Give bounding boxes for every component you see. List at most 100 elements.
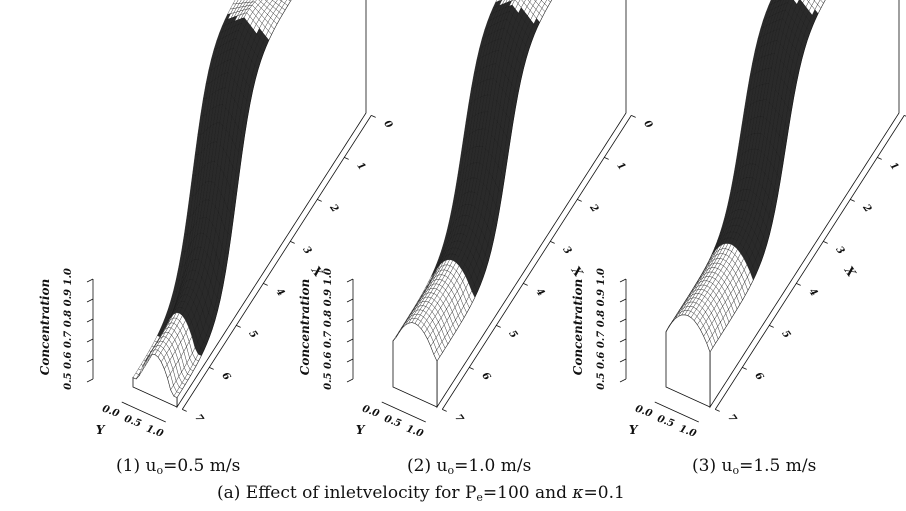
x-tick-mark [523, 283, 528, 286]
x-tick-label: 0 [381, 119, 394, 131]
z-tick-labels: 0.5 0.6 0.7 0.8 0.9 1.0 [596, 268, 607, 390]
z-tick-mark [619, 298, 627, 303]
x-tick-label: 7 [452, 413, 465, 425]
x-tick-label: 4 [273, 287, 286, 299]
y-tick-label: 0.0 [634, 404, 654, 420]
z-axis-label: Concentration [38, 279, 52, 375]
z-tick-labels: 0.5 0.6 0.7 0.8 0.9 1.0 [63, 268, 74, 390]
x-axis-line [181, 115, 372, 410]
x-tick-mark [182, 409, 187, 412]
x-tick-label: 5 [779, 329, 792, 341]
y-tick-label: 0.5 [383, 414, 403, 430]
x-tick-mark [371, 115, 376, 118]
z-tick-mark [619, 358, 627, 363]
x-tick-mark [904, 115, 906, 117]
z-tick-mark [86, 318, 94, 323]
x-tick-mark [236, 325, 241, 328]
x-tick-mark [604, 157, 609, 160]
subplot-caption-3: (3) uo=1.5 m/s [692, 456, 817, 477]
z-tick-mark [346, 338, 354, 343]
z-axis-label: Concentration [571, 279, 585, 375]
z-tick-mark [346, 358, 354, 363]
x-tick-mark [742, 367, 747, 370]
z-tick-mark [346, 378, 354, 383]
x-tick-mark [877, 157, 882, 160]
x-tick-label: 2 [327, 202, 341, 215]
x-tick-label: 3 [833, 245, 846, 257]
x-tick-label: 1 [354, 161, 367, 173]
x-tick-label: 0 [641, 119, 654, 131]
x-tick-mark [823, 241, 828, 244]
surface-mesh [392, 0, 552, 362]
x-tick-label: 6 [479, 371, 492, 383]
y-axis-line [654, 401, 699, 423]
x-tick-label: 4 [533, 287, 546, 299]
x-axis-label: X [841, 263, 859, 280]
x-tick-mark [263, 283, 268, 286]
x-tick-mark [631, 115, 636, 118]
x-tick-label: 6 [219, 371, 232, 383]
x-tick-label: 7 [725, 413, 738, 425]
x-tick-label: 2 [860, 202, 874, 215]
z-tick-mark [619, 318, 627, 323]
z-tick-mark [86, 338, 94, 343]
x-axis-line [714, 115, 905, 410]
y-tick-label: 1.0 [678, 424, 698, 440]
z-tick-mark [346, 298, 354, 303]
x-tick-label: 4 [806, 287, 819, 299]
y-axis-label: Y [629, 423, 639, 437]
x-tick-mark [577, 199, 582, 202]
z-axis-label: Concentration [298, 279, 312, 375]
x-tick-label: 6 [752, 371, 765, 383]
surface-mesh [132, 0, 292, 398]
x-tick-mark [496, 325, 501, 328]
y-axis-line [121, 401, 166, 423]
y-tick-label: 1.0 [145, 424, 165, 440]
x-tick-mark [442, 409, 447, 412]
x-tick-label: 7 [192, 413, 205, 425]
x-tick-mark [209, 367, 214, 370]
z-tick-labels: 0.5 0.6 0.7 0.8 0.9 1.0 [323, 268, 334, 390]
x-tick-label: 2 [587, 202, 601, 215]
z-tick-mark [346, 278, 354, 283]
subplot-caption-2: (2) uo=1.0 m/s [407, 456, 532, 477]
y-axis-label: Y [356, 423, 366, 437]
z-tick-mark [86, 298, 94, 303]
x-tick-label: 5 [506, 329, 519, 341]
y-tick-label: 0.5 [123, 414, 143, 430]
x-tick-mark [796, 283, 801, 286]
z-tick-mark [346, 318, 354, 323]
z-tick-mark [619, 378, 627, 383]
z-tick-mark [619, 338, 627, 343]
surface-plot-3: 0 1 2 3 4 5 6 7 X 0.00.51.0 Y 0.5 0.6 0.7 0.8 0.9 1… [571, 0, 906, 440]
x-tick-mark [344, 157, 349, 160]
mesh-cell [173, 391, 180, 398]
x-tick-mark [317, 199, 322, 202]
z-tick-mark [619, 278, 627, 283]
y-axis-label: Y [96, 423, 106, 437]
y-tick-label: 0.5 [656, 414, 676, 430]
x-tick-mark [550, 241, 555, 244]
mesh-cell [706, 338, 713, 353]
y-axis-line [381, 401, 426, 423]
x-tick-mark [715, 409, 720, 412]
x-tick-label: 3 [560, 245, 573, 257]
subplot-caption-1: (1) uo=0.5 m/s [116, 456, 241, 477]
x-tick-mark [469, 367, 474, 370]
x-tick-label: 1 [887, 161, 900, 173]
y-tick-label: 0.0 [361, 404, 381, 420]
z-tick-mark [86, 278, 94, 283]
y-tick-label: 1.0 [405, 424, 425, 440]
x-tick-mark [850, 199, 855, 202]
figure-caption: (a) Effect of inletvelocity for Pe=100 a… [217, 483, 625, 504]
x-tick-mark [290, 241, 295, 244]
y-tick-label: 0.0 [101, 404, 121, 420]
x-axis-label: X [568, 263, 586, 280]
x-tick-label: 3 [300, 245, 313, 257]
x-tick-label: 5 [246, 329, 259, 341]
x-axis-line [441, 115, 632, 410]
x-tick-mark [769, 325, 774, 328]
